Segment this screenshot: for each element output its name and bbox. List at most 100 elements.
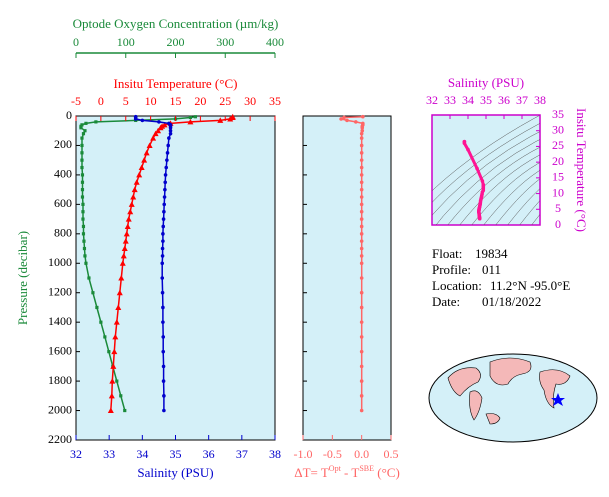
data-point [99, 320, 103, 324]
data-point [80, 195, 85, 199]
x-tick-label: 20 [194, 94, 206, 108]
data-point [130, 194, 137, 200]
x-axis-title: ΔT= TOpt - TSBE (°C) [294, 464, 400, 480]
data-point [163, 180, 168, 185]
data-point [119, 260, 126, 266]
data-point [94, 120, 98, 124]
data-point [161, 335, 166, 339]
data-point [164, 165, 169, 170]
data-point [359, 364, 364, 369]
data-point [161, 379, 166, 383]
y-tick-label: 200 [54, 137, 72, 151]
y-tick-label: 1000 [48, 255, 72, 269]
y-tick-label: 400 [54, 167, 72, 181]
y-tick-label: 25 [552, 138, 564, 152]
x-axis-title: Salinity (PSU) [137, 465, 213, 480]
info-label: Float: [432, 246, 462, 261]
data-point [80, 165, 84, 170]
x-tick-label: 10 [145, 94, 157, 108]
x-tick-label: 25 [219, 94, 231, 108]
data-point [359, 202, 364, 207]
data-point [80, 158, 84, 162]
data-point [359, 335, 364, 339]
data-point [133, 117, 138, 121]
y-axis-title: Insitu Temperature (°C) [574, 108, 589, 232]
isopycnal [495, 178, 540, 225]
data-point [95, 305, 99, 310]
data-point [115, 304, 122, 310]
info-value: 19834 [475, 246, 508, 261]
data-point [359, 232, 364, 236]
data-point [161, 232, 165, 236]
data-point [227, 115, 234, 122]
x-axis-title-part: - T [341, 465, 360, 480]
x-tick-label: 38 [534, 93, 546, 107]
world-map [428, 353, 598, 443]
data-point [87, 276, 91, 280]
data-point [82, 246, 87, 251]
data-point [359, 305, 364, 310]
data-point [112, 333, 119, 340]
data-point [107, 407, 114, 414]
x-tick-label: 0.0 [354, 447, 369, 461]
x-tick-label: 33 [444, 93, 456, 107]
x-tick-label: 37 [516, 93, 528, 107]
y-tick-label: 15 [552, 170, 564, 184]
isopycnal [435, 139, 540, 225]
x-tick-label: 0.5 [384, 447, 399, 461]
data-point [110, 363, 117, 369]
data-point [83, 129, 87, 133]
data-point [187, 118, 194, 125]
data-point [360, 128, 365, 133]
isopycnal [483, 169, 540, 225]
x-tick-label: 15 [170, 94, 182, 108]
data-point [136, 171, 143, 178]
y-tick-label: 0 [555, 217, 561, 231]
data-point [359, 276, 364, 280]
y-tick-label: 5 [555, 201, 561, 215]
x-axis-title-part: SBE [359, 464, 374, 473]
data-point [81, 224, 86, 229]
data-point [83, 254, 87, 258]
x-tick-label: 32 [70, 447, 82, 461]
data-point [462, 141, 467, 146]
data-point [354, 120, 358, 124]
data-point [133, 179, 140, 185]
data-point [121, 245, 128, 252]
data-point [161, 217, 166, 221]
data-point [359, 165, 364, 170]
data-point [115, 379, 119, 383]
data-point [165, 158, 169, 162]
x-tick-label: 32 [426, 93, 438, 107]
data-point [359, 195, 364, 199]
data-point [359, 254, 364, 258]
data-point [84, 261, 88, 265]
y-tick-label: 1800 [48, 373, 72, 387]
data-point [128, 201, 135, 207]
data-point [161, 305, 165, 310]
x-tick-label: 200 [167, 35, 185, 49]
data-point [118, 275, 125, 281]
data-point [162, 408, 166, 413]
x-tick-label: 36 [203, 447, 215, 461]
data-point [168, 125, 173, 130]
y-tick-label: 2000 [48, 402, 72, 416]
data-point [359, 217, 364, 221]
x-tick-label: 33 [103, 447, 115, 461]
x-tick-label: 34 [462, 93, 474, 107]
isopycnal [432, 115, 540, 192]
data-point [157, 120, 161, 124]
isopycnal [519, 200, 540, 225]
x-tick-label: 0 [98, 94, 104, 108]
y-tick-label: 800 [54, 226, 72, 240]
y-tick-label: 20 [552, 154, 564, 168]
plot-area [431, 114, 541, 226]
data-point [160, 276, 165, 280]
data-point [359, 379, 364, 383]
data-point [119, 394, 123, 398]
x-tick-label: 300 [216, 35, 234, 49]
data-point [155, 127, 162, 134]
y-axis-title: Pressure (decibar) [15, 231, 30, 325]
